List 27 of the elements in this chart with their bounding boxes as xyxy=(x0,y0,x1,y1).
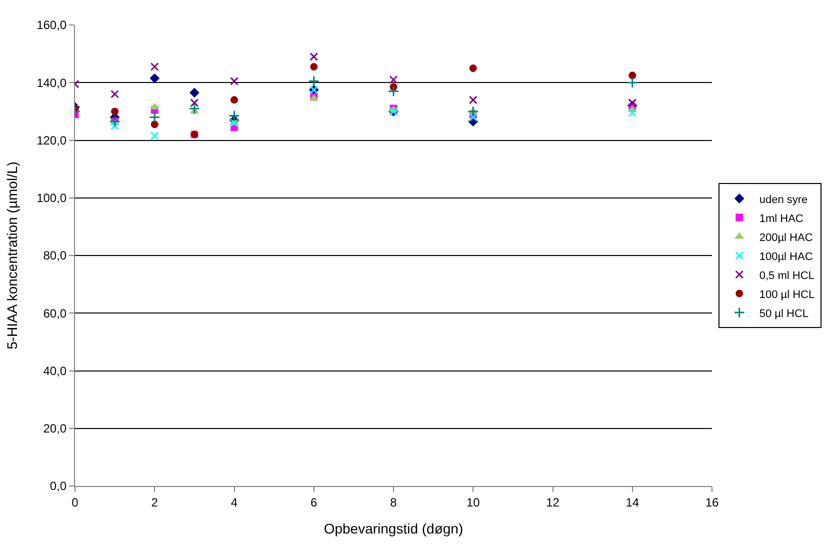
x-tick-label: 6 xyxy=(310,495,318,510)
y-tick-label: 0,0 xyxy=(50,479,67,494)
x-tick-label: 2 xyxy=(151,495,158,510)
x-tick-label: 8 xyxy=(390,495,398,510)
x-tick-label: 0 xyxy=(72,495,79,510)
x-axis-title: Opbevaringstid (døgn) xyxy=(324,520,464,537)
y-tick-label: 80,0 xyxy=(43,248,67,263)
legend-label: 0,5 ml HCL xyxy=(759,270,814,282)
y-tick-label: 140,0 xyxy=(36,76,67,90)
legend-label: 100µl HAC xyxy=(759,250,813,263)
legend-label: 50 µl HCL xyxy=(759,308,809,320)
y-tick-label: 60,0 xyxy=(43,306,67,320)
x-tick-label: 16 xyxy=(705,495,719,510)
x-tick-label: 10 xyxy=(466,495,480,510)
y-axis-title: 5-HIAA koncentration (µmol/L) xyxy=(4,162,20,350)
legend-label: uden syre xyxy=(759,194,808,206)
x-tick-label: 12 xyxy=(546,495,560,510)
legend-label: 100 µl HCL xyxy=(759,288,815,301)
legend-label: 200µl HAC xyxy=(759,232,813,244)
x-tick-label: 4 xyxy=(230,495,238,510)
legend-label: 1ml HAC xyxy=(759,212,804,225)
y-tick-label: 100,0 xyxy=(36,191,67,206)
y-tick-label: 20,0 xyxy=(43,422,67,436)
y-tick-label: 160,0 xyxy=(36,18,67,32)
y-tick-label: 120,0 xyxy=(36,133,67,148)
y-tick-label: 40,0 xyxy=(43,364,67,378)
x-tick-label: 14 xyxy=(626,495,640,510)
